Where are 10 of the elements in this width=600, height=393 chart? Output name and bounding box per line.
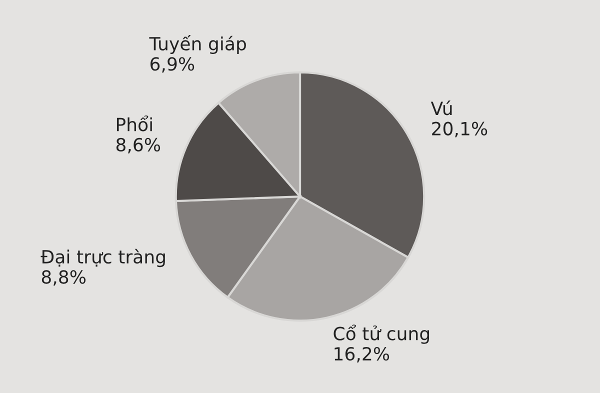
data-label: 8,8% (42, 270, 86, 286)
slice-label: Cổ tử cung (334, 324, 430, 344)
slice-label: Vú (430, 100, 452, 116)
data-label: 20,1% (432, 122, 488, 138)
data-label: 16,2% (334, 346, 390, 362)
slice-label: Đại trực tràng (40, 248, 165, 268)
slice-label: Tuyến giáp (149, 35, 246, 54)
data-label: 8,6% (116, 138, 160, 154)
data-label: 6,9% (150, 57, 194, 73)
slice-label: Phổi (116, 116, 152, 132)
